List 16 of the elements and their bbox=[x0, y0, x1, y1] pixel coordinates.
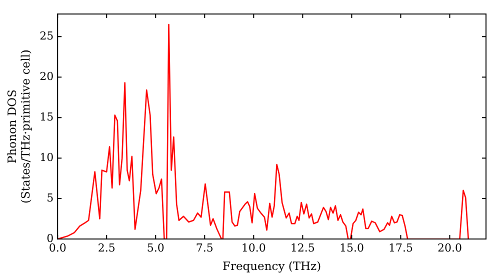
y-axis-title: Phonon DOS (States/THz·primitive cell) bbox=[4, 50, 33, 204]
y-tick-label: 20 bbox=[40, 70, 54, 83]
x-tick-label: 20.0 bbox=[437, 241, 462, 254]
y-tick-label: 15 bbox=[40, 110, 54, 124]
y-tick-label: 5 bbox=[46, 191, 54, 204]
x-tick-label: 5.0 bbox=[146, 241, 164, 254]
x-axis-title: Frequency (THz) bbox=[222, 259, 322, 274]
x-tick-label: 0.0 bbox=[48, 241, 66, 254]
x-tick-label: 12.5 bbox=[290, 241, 315, 254]
x-tick-label: 15.0 bbox=[339, 241, 364, 254]
x-tick-label: 7.5 bbox=[196, 241, 214, 254]
x-tick-label: 17.5 bbox=[388, 241, 413, 254]
x-tick-label: 10.0 bbox=[241, 241, 266, 254]
x-tick-label: 2.5 bbox=[98, 241, 116, 254]
y-tick-label: 10 bbox=[40, 150, 54, 164]
y-tick-label: 25 bbox=[40, 30, 54, 43]
